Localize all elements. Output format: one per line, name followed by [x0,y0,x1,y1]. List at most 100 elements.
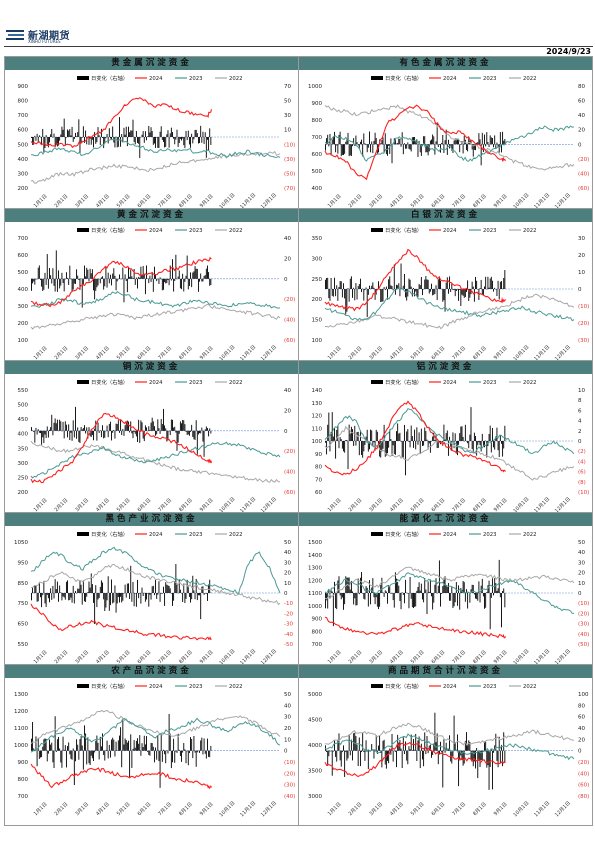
daily-change-bar [327,750,329,766]
daily-change-bar [134,137,136,145]
series-line-2024 [30,97,213,149]
right-axis-tick: 10 [578,388,585,394]
daily-change-bar [151,743,153,751]
daily-change-bar [33,137,35,145]
daily-change-bar [175,254,177,279]
daily-change-bar [416,427,418,441]
daily-change-bar [499,593,501,598]
daily-change-bar [453,715,455,751]
daily-change-bar [477,142,479,145]
daily-change-bar [501,593,502,628]
daily-change-bar [420,583,422,593]
daily-change-bar [47,593,49,599]
daily-change-bar [378,593,379,610]
daily-change-bar [457,289,458,290]
daily-change-bar [76,136,78,137]
daily-change-bar [85,593,87,603]
daily-change-bar [200,740,202,751]
left-axis-tick: 1050 [14,540,28,546]
daily-change-bar [178,137,180,143]
daily-change-bar [134,278,136,285]
daily-change-bar [140,593,142,604]
daily-change-bar [498,441,500,458]
daily-change-bar [344,750,346,777]
daily-change-bar [188,750,190,754]
daily-change-bar [406,431,408,441]
daily-change-bar [65,750,67,768]
daily-change-bar [369,131,370,145]
legend-label-y2023: 2023 [483,76,496,82]
daily-change-bar [415,441,417,450]
daily-change-bar [187,130,189,137]
daily-change-bar [31,738,32,751]
daily-change-bar [337,289,339,301]
x-axis-tick: 12月1日 [554,800,572,818]
daily-change-bar [341,750,343,753]
daily-change-bar [326,750,328,752]
daily-change-bar [338,576,340,593]
x-axis-tick: 7月1日 [157,801,173,817]
daily-change-bar [123,127,125,137]
daily-change-bar [336,750,338,762]
daily-change-bar [346,439,348,441]
legend-label-y2022: 2022 [229,532,242,538]
daily-change-bar [487,276,489,289]
daily-change-bar [152,746,154,751]
daily-change-bar [398,138,400,145]
x-axis-tick: 3月1日 [74,649,90,665]
daily-change-bar [200,430,202,434]
left-axis-tick: 650 [18,622,29,628]
daily-change-bar [80,736,82,751]
daily-change-bar [338,441,340,449]
daily-change-bar [359,278,361,289]
right-axis-tick: (20) [284,771,295,777]
daily-change-bar [435,141,437,145]
legend-label-y2024: 2024 [149,228,163,234]
daily-change-bar [494,745,496,751]
daily-change-bar [38,265,40,279]
daily-change-bar [63,749,65,751]
daily-change-bar [100,746,102,751]
x-axis-tick: 6月1日 [431,801,447,817]
daily-change-bar [443,579,445,593]
daily-change-bar [146,137,147,141]
daily-change-bar [418,432,420,441]
daily-change-bar [428,289,430,294]
daily-change-bar [121,593,123,603]
left-axis-tick: 1100 [308,591,322,597]
daily-change-bar [106,593,108,601]
daily-change-bar [86,427,88,431]
daily-change-bar [437,144,439,148]
daily-change-bar [156,278,158,282]
daily-change-bar [453,593,455,607]
x-axis-tick: 3月1日 [368,193,384,209]
right-axis-tick: (30) [284,157,295,163]
daily-change-bar [339,750,341,761]
daily-change-bar [61,126,63,137]
daily-change-bar [138,743,140,751]
daily-change-bar [140,137,142,138]
daily-change-bar [156,137,158,138]
daily-change-bar [175,750,177,752]
daily-change-bar [432,289,434,296]
daily-change-bar [423,441,425,446]
daily-change-bar [452,750,454,757]
right-axis-tick: 70 [284,84,291,90]
series-line-2023 [324,572,574,614]
daily-change-bar [393,441,395,454]
daily-change-bar [157,419,159,431]
x-axis-tick: 8月1日 [178,801,194,817]
daily-change-bar [152,421,154,431]
daily-change-bar [382,137,384,145]
chart-plot: 140130120110100908070601086420(2)(4)(6)(… [312,378,590,514]
daily-change-bar [135,430,137,437]
daily-change-bar [353,441,355,446]
right-axis-tick: 20 [578,571,585,577]
daily-change-bar [72,748,74,751]
right-axis-tick: 100 [578,692,589,698]
daily-change-bar [34,135,36,137]
x-axis-tick: 4月1日 [95,345,111,361]
legend-label-daily: 日变化（右轴） [91,226,128,234]
daily-change-bar [378,441,379,445]
daily-change-bar [203,738,205,751]
